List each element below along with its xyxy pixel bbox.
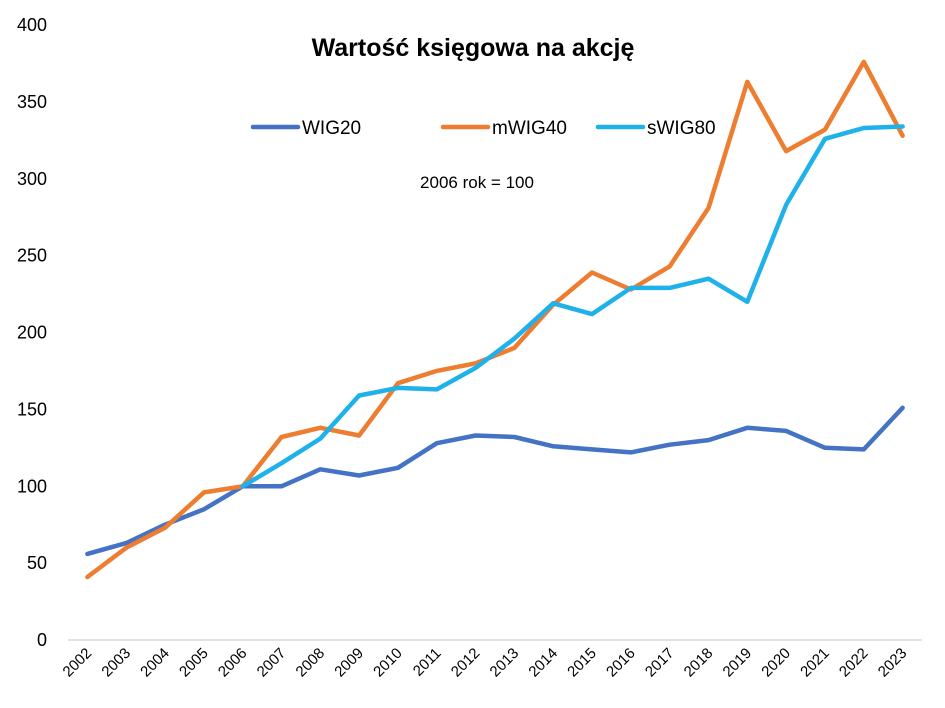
x-tick-label: 2010 — [370, 645, 406, 681]
y-tick-label: 0 — [37, 630, 47, 650]
x-tick-label: 2023 — [875, 645, 911, 681]
x-tick-label: 2008 — [293, 645, 329, 681]
y-tick-label: 150 — [17, 399, 47, 419]
x-tick-label: 2012 — [448, 645, 484, 681]
x-tick-label: 2005 — [176, 645, 212, 681]
series-line-swig80 — [240, 124, 905, 489]
chart-title: Wartość księgowa na akcję — [312, 34, 635, 62]
x-tick-label: 2022 — [836, 645, 872, 681]
x-tick-label: 2021 — [797, 645, 833, 681]
y-tick-label: 100 — [17, 476, 47, 496]
x-tick-label: 2018 — [681, 645, 717, 681]
x-tick-label: 2002 — [60, 645, 96, 681]
x-tick-label: 2014 — [525, 645, 561, 681]
x-tick-label: 2015 — [564, 645, 600, 681]
series-line-mwig40 — [85, 59, 905, 580]
x-tick-label: 2007 — [254, 645, 290, 681]
legend-label: mWIG40 — [492, 118, 567, 139]
x-tick-label: 2016 — [603, 645, 639, 681]
series-line-wig20 — [85, 405, 905, 557]
chart-annotation: 2006 rok = 100 — [420, 173, 534, 192]
legend-label: sWIG80 — [647, 118, 716, 139]
y-tick-label: 200 — [17, 323, 47, 343]
series-lines — [85, 59, 905, 580]
x-tick-label: 2003 — [98, 645, 134, 681]
x-tick-label: 2019 — [720, 645, 756, 681]
x-tick-label: 2017 — [642, 645, 678, 681]
y-tick-label: 50 — [27, 553, 47, 573]
legend: WIG20 mWIG40 sWIG80 — [250, 118, 716, 139]
y-axis-tick-labels: 0 50 100 150 200 250 300 350 400 — [17, 15, 47, 650]
y-tick-label: 300 — [17, 169, 47, 189]
y-tick-label: 400 — [17, 15, 47, 35]
x-tick-label: 2013 — [487, 645, 523, 681]
y-tick-label: 250 — [17, 246, 47, 266]
x-tick-label: 2004 — [137, 645, 173, 681]
legend-label: WIG20 — [302, 118, 361, 139]
x-axis-tick-labels: 2002 2003 2004 2005 2006 2007 2008 2009 2010 2011… — [60, 645, 911, 681]
x-tick-label: 2020 — [758, 645, 794, 681]
x-tick-label: 2011 — [410, 645, 445, 680]
y-tick-label: 350 — [17, 92, 47, 112]
x-tick-label: 2006 — [215, 645, 251, 681]
x-tick-label: 2009 — [331, 645, 367, 681]
